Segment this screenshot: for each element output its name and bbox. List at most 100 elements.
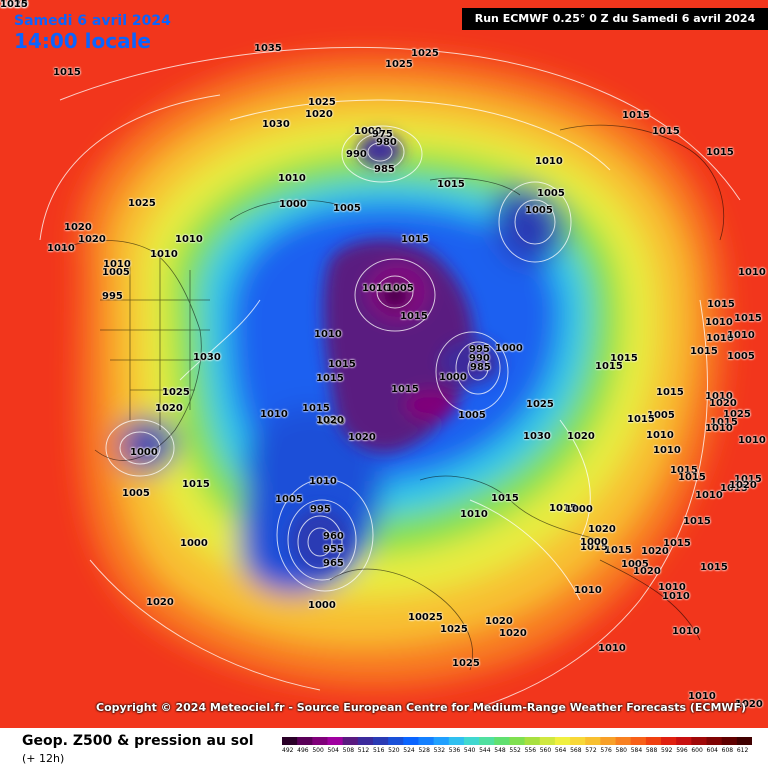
- pressure-label: 1015: [707, 299, 735, 310]
- pressure-label: 1020: [633, 566, 661, 577]
- pressure-label: 1010: [103, 259, 131, 270]
- pressure-label: 1005: [525, 205, 553, 216]
- scale-tick-label: 604: [706, 747, 718, 754]
- pressure-label: 1020: [709, 398, 737, 409]
- pressure-label: 1010: [47, 243, 75, 254]
- scale-swatch: [479, 737, 495, 745]
- pressure-label: 1015: [700, 562, 728, 573]
- scale-tick-label: 572: [585, 747, 597, 754]
- scale-tick-label: 584: [630, 747, 643, 754]
- pressure-label: 990: [346, 149, 367, 160]
- scale-tick-label: 580: [615, 747, 627, 754]
- scale-tick-label: 508: [342, 747, 355, 754]
- pressure-label: 1025: [526, 399, 554, 410]
- pressure-label: 1010: [150, 249, 178, 260]
- pressure-label: 1005: [275, 494, 303, 505]
- scale-tick-label: 588: [645, 747, 658, 754]
- scale-tick-label: 612: [736, 747, 749, 754]
- scale-tick-label: 560: [539, 747, 552, 754]
- pressure-label: 1020: [641, 546, 669, 557]
- pressure-label: 1005: [102, 267, 130, 278]
- scale-swatch: [509, 737, 526, 745]
- color-scale: [282, 737, 752, 745]
- pressure-label: 995: [310, 504, 331, 515]
- pressure-label: 1015: [316, 373, 344, 384]
- pressure-label: 1005: [621, 559, 649, 570]
- pressure-label: 1015: [604, 545, 632, 556]
- pressure-label: 1020: [78, 234, 106, 245]
- pressure-label: 1025: [162, 387, 190, 398]
- pressure-label: 1010: [0, 0, 28, 10]
- pressure-label: 1015: [734, 313, 762, 324]
- pressure-label: 1015: [580, 542, 608, 553]
- pressure-label: 1025: [452, 658, 480, 669]
- pressure-label: 1010: [705, 391, 733, 402]
- scale-swatch: [706, 737, 723, 745]
- pressure-label: 975: [372, 129, 393, 140]
- legend-title: Geop. Z500 & pression au sol: [22, 733, 254, 749]
- scale-swatch: [645, 737, 662, 745]
- pressure-label: 1000: [130, 447, 158, 458]
- pressure-label: 1030: [523, 431, 551, 442]
- pressure-label: 990: [469, 353, 490, 364]
- pressure-label: 1010: [598, 643, 626, 654]
- scale-tick-label: 504: [327, 747, 339, 754]
- pressure-label: 1005: [122, 488, 150, 499]
- pressure-label: 1015: [400, 311, 428, 322]
- pressure-label: 1010: [727, 330, 755, 341]
- pressure-label: 1020: [317, 416, 345, 427]
- scale-tick-label: 496: [297, 747, 309, 754]
- scale-swatch: [433, 737, 450, 745]
- pressure-label: 980: [376, 137, 397, 148]
- scale-swatch: [630, 737, 647, 745]
- scale-swatch: [463, 737, 480, 745]
- pressure-label: 1015: [652, 126, 680, 137]
- scale-tick-label: 500: [312, 747, 324, 754]
- pressure-label: 960: [323, 531, 344, 542]
- pressure-label: 1010: [658, 582, 686, 593]
- scale-tick-label: 576: [600, 747, 612, 754]
- pressure-label: 1015: [678, 472, 706, 483]
- pressure-label: 1000: [495, 343, 523, 354]
- pressure-label: 1005: [386, 283, 414, 294]
- pressure-label: 1020: [0, 0, 28, 10]
- pressure-label: 1020: [348, 432, 376, 443]
- pressure-label: 985: [374, 164, 395, 175]
- pressure-label: 1020: [735, 699, 763, 710]
- pressure-label: 1010: [278, 173, 306, 184]
- pressure-label: 1000: [279, 199, 307, 210]
- pressure-label: 1015: [401, 234, 429, 245]
- scale-swatch: [661, 737, 677, 745]
- pressure-label: 1000: [439, 372, 467, 383]
- pressure-label: 1000: [308, 600, 336, 611]
- header-time: 14:00 locale: [14, 29, 151, 53]
- run-info: Run ECMWF 0.25° 0 Z du Samedi 6 avril 20…: [462, 8, 768, 30]
- pressure-label: 1000: [580, 537, 608, 548]
- scale-tick-label: 516: [372, 747, 385, 754]
- scale-swatch: [585, 737, 601, 745]
- copyright-text: Copyright © 2024 Meteociel.fr - Source E…: [96, 701, 747, 714]
- pressure-label: 1025: [385, 59, 413, 70]
- legend-subtitle: (+ 12h): [22, 752, 65, 765]
- pressure-label: 1010: [738, 267, 766, 278]
- pressure-label: 1005: [537, 188, 565, 199]
- pressure-label: 1010: [646, 430, 674, 441]
- pressure-label: 1000: [354, 126, 382, 137]
- scale-tick-label: 524: [403, 747, 415, 754]
- pressure-label: 1010: [695, 490, 723, 501]
- pressure-label: 1015: [663, 538, 691, 549]
- scale-tick-label: 564: [554, 747, 567, 754]
- scale-tick-label: 520: [388, 747, 400, 754]
- pressure-label: 1015: [720, 483, 748, 494]
- scale-tick-label: 608: [721, 747, 734, 754]
- scale-swatch: [312, 737, 328, 745]
- scale-swatch: [372, 737, 389, 745]
- pressure-label: 1010: [460, 509, 488, 520]
- header-datetime: Samedi 6 avril 2024 14:00 locale: [14, 13, 171, 53]
- scale-tick-label: 536: [448, 747, 461, 754]
- scale-swatch: [327, 737, 344, 745]
- pressure-label: 1005: [333, 203, 361, 214]
- scale-swatch: [615, 737, 632, 745]
- pressure-label: 1015: [683, 516, 711, 527]
- scale-tick-label: 552: [509, 747, 521, 754]
